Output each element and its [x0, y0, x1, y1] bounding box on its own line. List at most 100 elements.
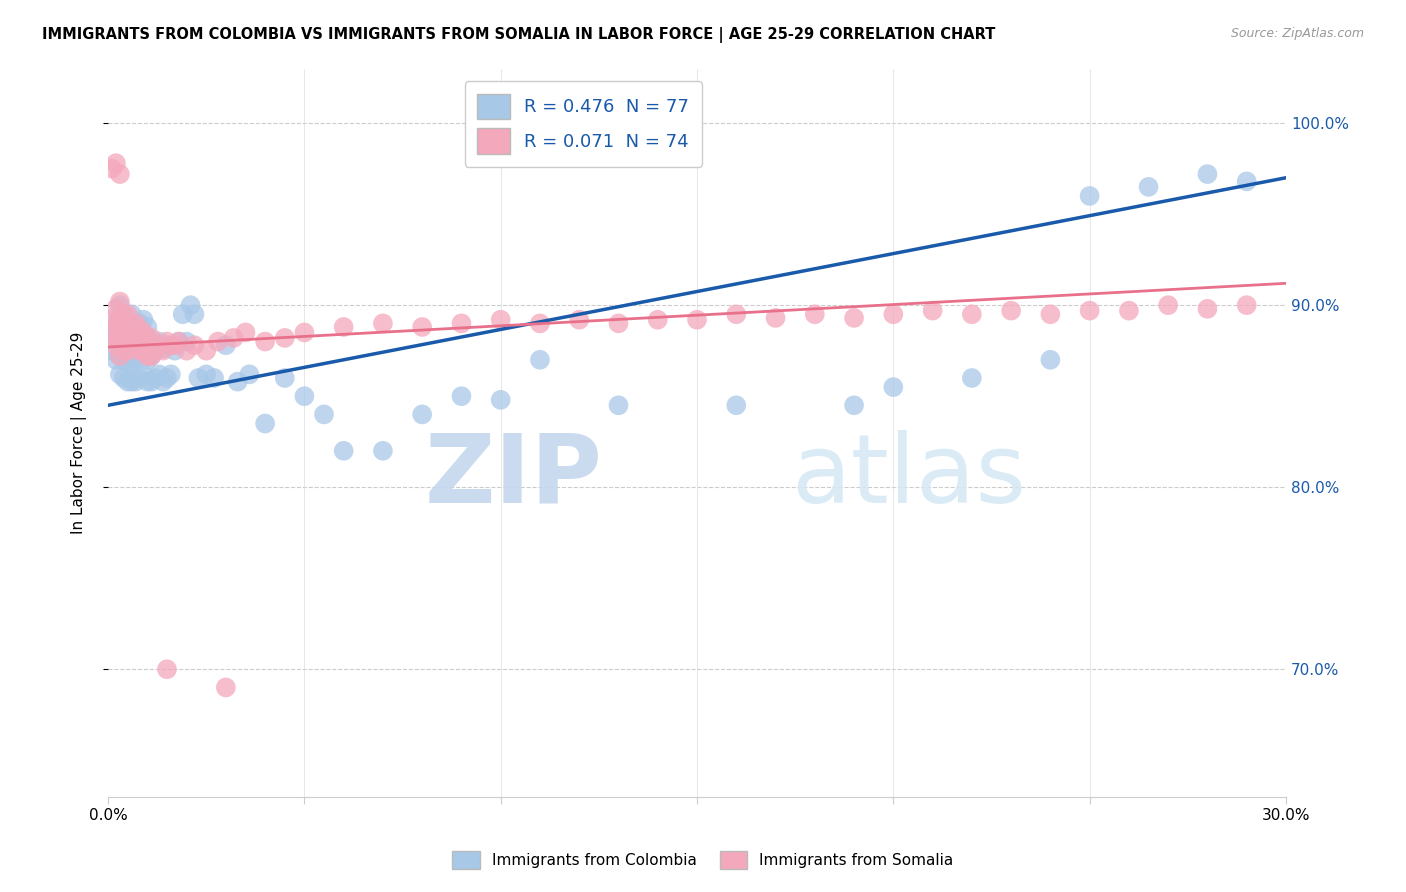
- Point: [143, 342, 166, 356]
- Point: [450, 389, 472, 403]
- Point: [128, 322, 150, 336]
- Point: [222, 331, 245, 345]
- Point: [136, 331, 159, 345]
- Point: [108, 334, 131, 349]
- Point: [101, 161, 124, 176]
- Point: [202, 371, 225, 385]
- Point: [132, 312, 155, 326]
- Point: [112, 371, 135, 385]
- Point: [180, 298, 202, 312]
- Point: [101, 331, 124, 345]
- Point: [141, 375, 163, 389]
- Point: [921, 303, 943, 318]
- Point: [108, 331, 131, 345]
- Text: atlas: atlas: [792, 430, 1026, 523]
- Point: [1137, 179, 1160, 194]
- Point: [121, 338, 143, 352]
- Point: [124, 375, 146, 389]
- Point: [124, 317, 146, 331]
- Point: [104, 301, 127, 316]
- Point: [128, 317, 150, 331]
- Point: [960, 371, 983, 385]
- Point: [101, 343, 124, 358]
- Point: [195, 368, 218, 382]
- Point: [124, 338, 146, 352]
- Point: [121, 375, 143, 389]
- Point: [960, 307, 983, 321]
- Point: [156, 371, 179, 385]
- Point: [152, 342, 174, 356]
- Point: [804, 307, 827, 321]
- Point: [176, 343, 198, 358]
- Point: [371, 317, 394, 331]
- Point: [332, 443, 354, 458]
- Point: [156, 334, 179, 349]
- Point: [1039, 307, 1062, 321]
- Point: [112, 312, 135, 326]
- Point: [108, 312, 131, 326]
- Point: [529, 317, 551, 331]
- Point: [167, 334, 190, 349]
- Point: [121, 320, 143, 334]
- Point: [274, 371, 297, 385]
- Point: [108, 349, 131, 363]
- Point: [332, 320, 354, 334]
- Point: [686, 312, 709, 326]
- Point: [117, 356, 139, 370]
- Point: [1236, 174, 1258, 188]
- Point: [842, 398, 865, 412]
- Point: [112, 343, 135, 358]
- Point: [148, 338, 170, 352]
- Legend: R = 0.476  N = 77, R = 0.071  N = 74: R = 0.476 N = 77, R = 0.071 N = 74: [464, 81, 702, 167]
- Point: [143, 371, 166, 385]
- Point: [254, 334, 277, 349]
- Point: [108, 312, 131, 326]
- Point: [235, 326, 257, 340]
- Point: [187, 371, 209, 385]
- Point: [152, 343, 174, 358]
- Point: [489, 392, 512, 407]
- Point: [112, 326, 135, 340]
- Point: [238, 368, 260, 382]
- Point: [101, 326, 124, 340]
- Point: [124, 352, 146, 367]
- Point: [104, 317, 127, 331]
- Point: [607, 317, 630, 331]
- Point: [215, 681, 238, 695]
- Point: [371, 443, 394, 458]
- Point: [882, 380, 904, 394]
- Point: [117, 326, 139, 340]
- Point: [141, 349, 163, 363]
- Point: [136, 375, 159, 389]
- Point: [104, 338, 127, 352]
- Point: [1000, 303, 1022, 318]
- Point: [254, 417, 277, 431]
- Point: [1039, 352, 1062, 367]
- Point: [141, 331, 163, 345]
- Point: [1157, 298, 1180, 312]
- Point: [176, 334, 198, 349]
- Point: [148, 368, 170, 382]
- Point: [226, 375, 249, 389]
- Point: [117, 307, 139, 321]
- Point: [104, 352, 127, 367]
- Point: [1078, 189, 1101, 203]
- Point: [607, 398, 630, 412]
- Point: [163, 343, 186, 358]
- Point: [842, 310, 865, 325]
- Point: [128, 343, 150, 358]
- Point: [172, 307, 194, 321]
- Point: [450, 317, 472, 331]
- Point: [292, 326, 315, 340]
- Point: [1197, 301, 1219, 316]
- Point: [274, 331, 297, 345]
- Point: [132, 343, 155, 358]
- Point: [411, 408, 433, 422]
- Point: [292, 389, 315, 403]
- Point: [160, 368, 183, 382]
- Point: [117, 326, 139, 340]
- Point: [112, 307, 135, 321]
- Point: [132, 343, 155, 358]
- Point: [108, 349, 131, 363]
- Point: [882, 307, 904, 321]
